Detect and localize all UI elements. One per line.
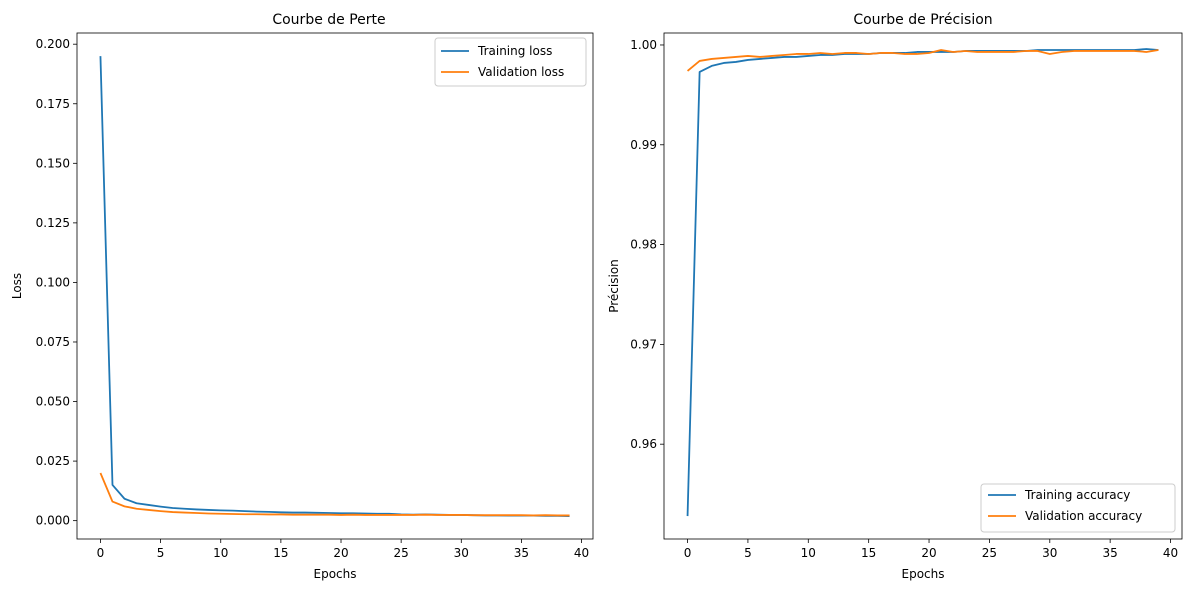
loss-y-tick-label: 0.150	[36, 156, 70, 170]
loss-legend: Training loss Validation loss	[434, 37, 587, 87]
accuracy-x-tick-label: 5	[744, 546, 752, 560]
accuracy-series-line-training	[686, 48, 1159, 517]
accuracy-x-tick-label: 35	[1103, 546, 1118, 560]
accuracy-x-tick-label: 10	[801, 546, 816, 560]
loss-y-axis-label: Loss	[10, 273, 24, 299]
loss-y-tick-label: 0.025	[36, 454, 70, 468]
loss-x-tick-label: 0	[97, 546, 105, 560]
loss-x-tick-label: 5	[157, 546, 165, 560]
loss-x-tick-label: 20	[333, 546, 348, 560]
accuracy-x-tick-label: 0	[684, 546, 692, 560]
loss-x-tick-label: 40	[574, 546, 589, 560]
accuracy-legend-label-training: Training accuracy	[1024, 488, 1130, 502]
accuracy-y-tick-label: 1.00	[630, 38, 657, 52]
accuracy-chart: Courbe de Précision 0 5 10 15 20 25 30 35 40 0.9…	[607, 12, 1183, 581]
loss-x-tick-label: 15	[273, 546, 288, 560]
loss-y-tick-label: 0.050	[36, 395, 70, 409]
loss-plot-frame	[76, 32, 594, 540]
loss-x-tick-label: 30	[454, 546, 469, 560]
accuracy-x-tick-label: 40	[1163, 546, 1178, 560]
loss-series-line-training	[99, 56, 570, 518]
accuracy-chart-title: Courbe de Précision	[853, 12, 992, 28]
accuracy-x-tick-label: 15	[861, 546, 876, 560]
accuracy-plot-frame	[663, 32, 1183, 540]
accuracy-y-axis-label: Précision	[607, 259, 621, 313]
loss-x-tick-label: 35	[514, 546, 529, 560]
accuracy-x-tick-label: 30	[1042, 546, 1057, 560]
accuracy-y-tick-label: 0.96	[630, 437, 657, 451]
loss-y-tick-label: 0.125	[36, 216, 70, 230]
loss-y-tick-label: 0.075	[36, 335, 70, 349]
loss-x-tick-label: 10	[213, 546, 228, 560]
loss-legend-label-training: Training loss	[477, 44, 552, 58]
accuracy-legend-box	[980, 483, 1176, 533]
accuracy-y-ticks: 0.96 0.97 0.98 0.99 1.00	[630, 38, 664, 451]
accuracy-x-tick-label: 25	[982, 546, 997, 560]
loss-y-tick-label: 0.100	[36, 275, 70, 289]
accuracy-series-line-validation	[686, 49, 1159, 72]
loss-legend-label-validation: Validation loss	[478, 65, 564, 79]
loss-y-ticks: 0.000 0.025 0.050 0.075 0.100 0.125 0.150 0.175…	[36, 37, 77, 528]
loss-y-tick-label: 0.000	[36, 514, 70, 528]
loss-chart: Courbe de Perte 0 5 10 15 20 25 30 35 40 0.0000.…	[10, 12, 594, 581]
loss-y-tick-label: 0.200	[36, 37, 70, 51]
accuracy-legend: Training accuracy Validation accuracy	[980, 483, 1176, 533]
accuracy-legend-label-validation: Validation accuracy	[1025, 509, 1142, 523]
loss-series-line-validation	[99, 472, 570, 517]
accuracy-x-axis-label: Epochs	[902, 567, 945, 581]
loss-y-tick-label: 0.175	[36, 97, 70, 111]
loss-x-tick-label: 25	[394, 546, 409, 560]
accuracy-y-tick-label: 0.98	[630, 238, 657, 252]
loss-chart-title: Courbe de Perte	[272, 12, 385, 28]
accuracy-x-tick-label: 20	[921, 546, 936, 560]
accuracy-series-lines	[686, 48, 1159, 517]
loss-legend-box	[434, 37, 587, 87]
accuracy-y-tick-label: 0.99	[630, 138, 657, 152]
loss-series-lines	[99, 56, 570, 518]
accuracy-x-ticks: 0 5 10 15 20 25 30 35 40	[684, 539, 1178, 560]
accuracy-y-tick-label: 0.97	[630, 337, 657, 351]
loss-x-ticks: 0 5 10 15 20 25 30 35 40	[97, 539, 589, 560]
loss-x-axis-label: Epochs	[314, 567, 357, 581]
